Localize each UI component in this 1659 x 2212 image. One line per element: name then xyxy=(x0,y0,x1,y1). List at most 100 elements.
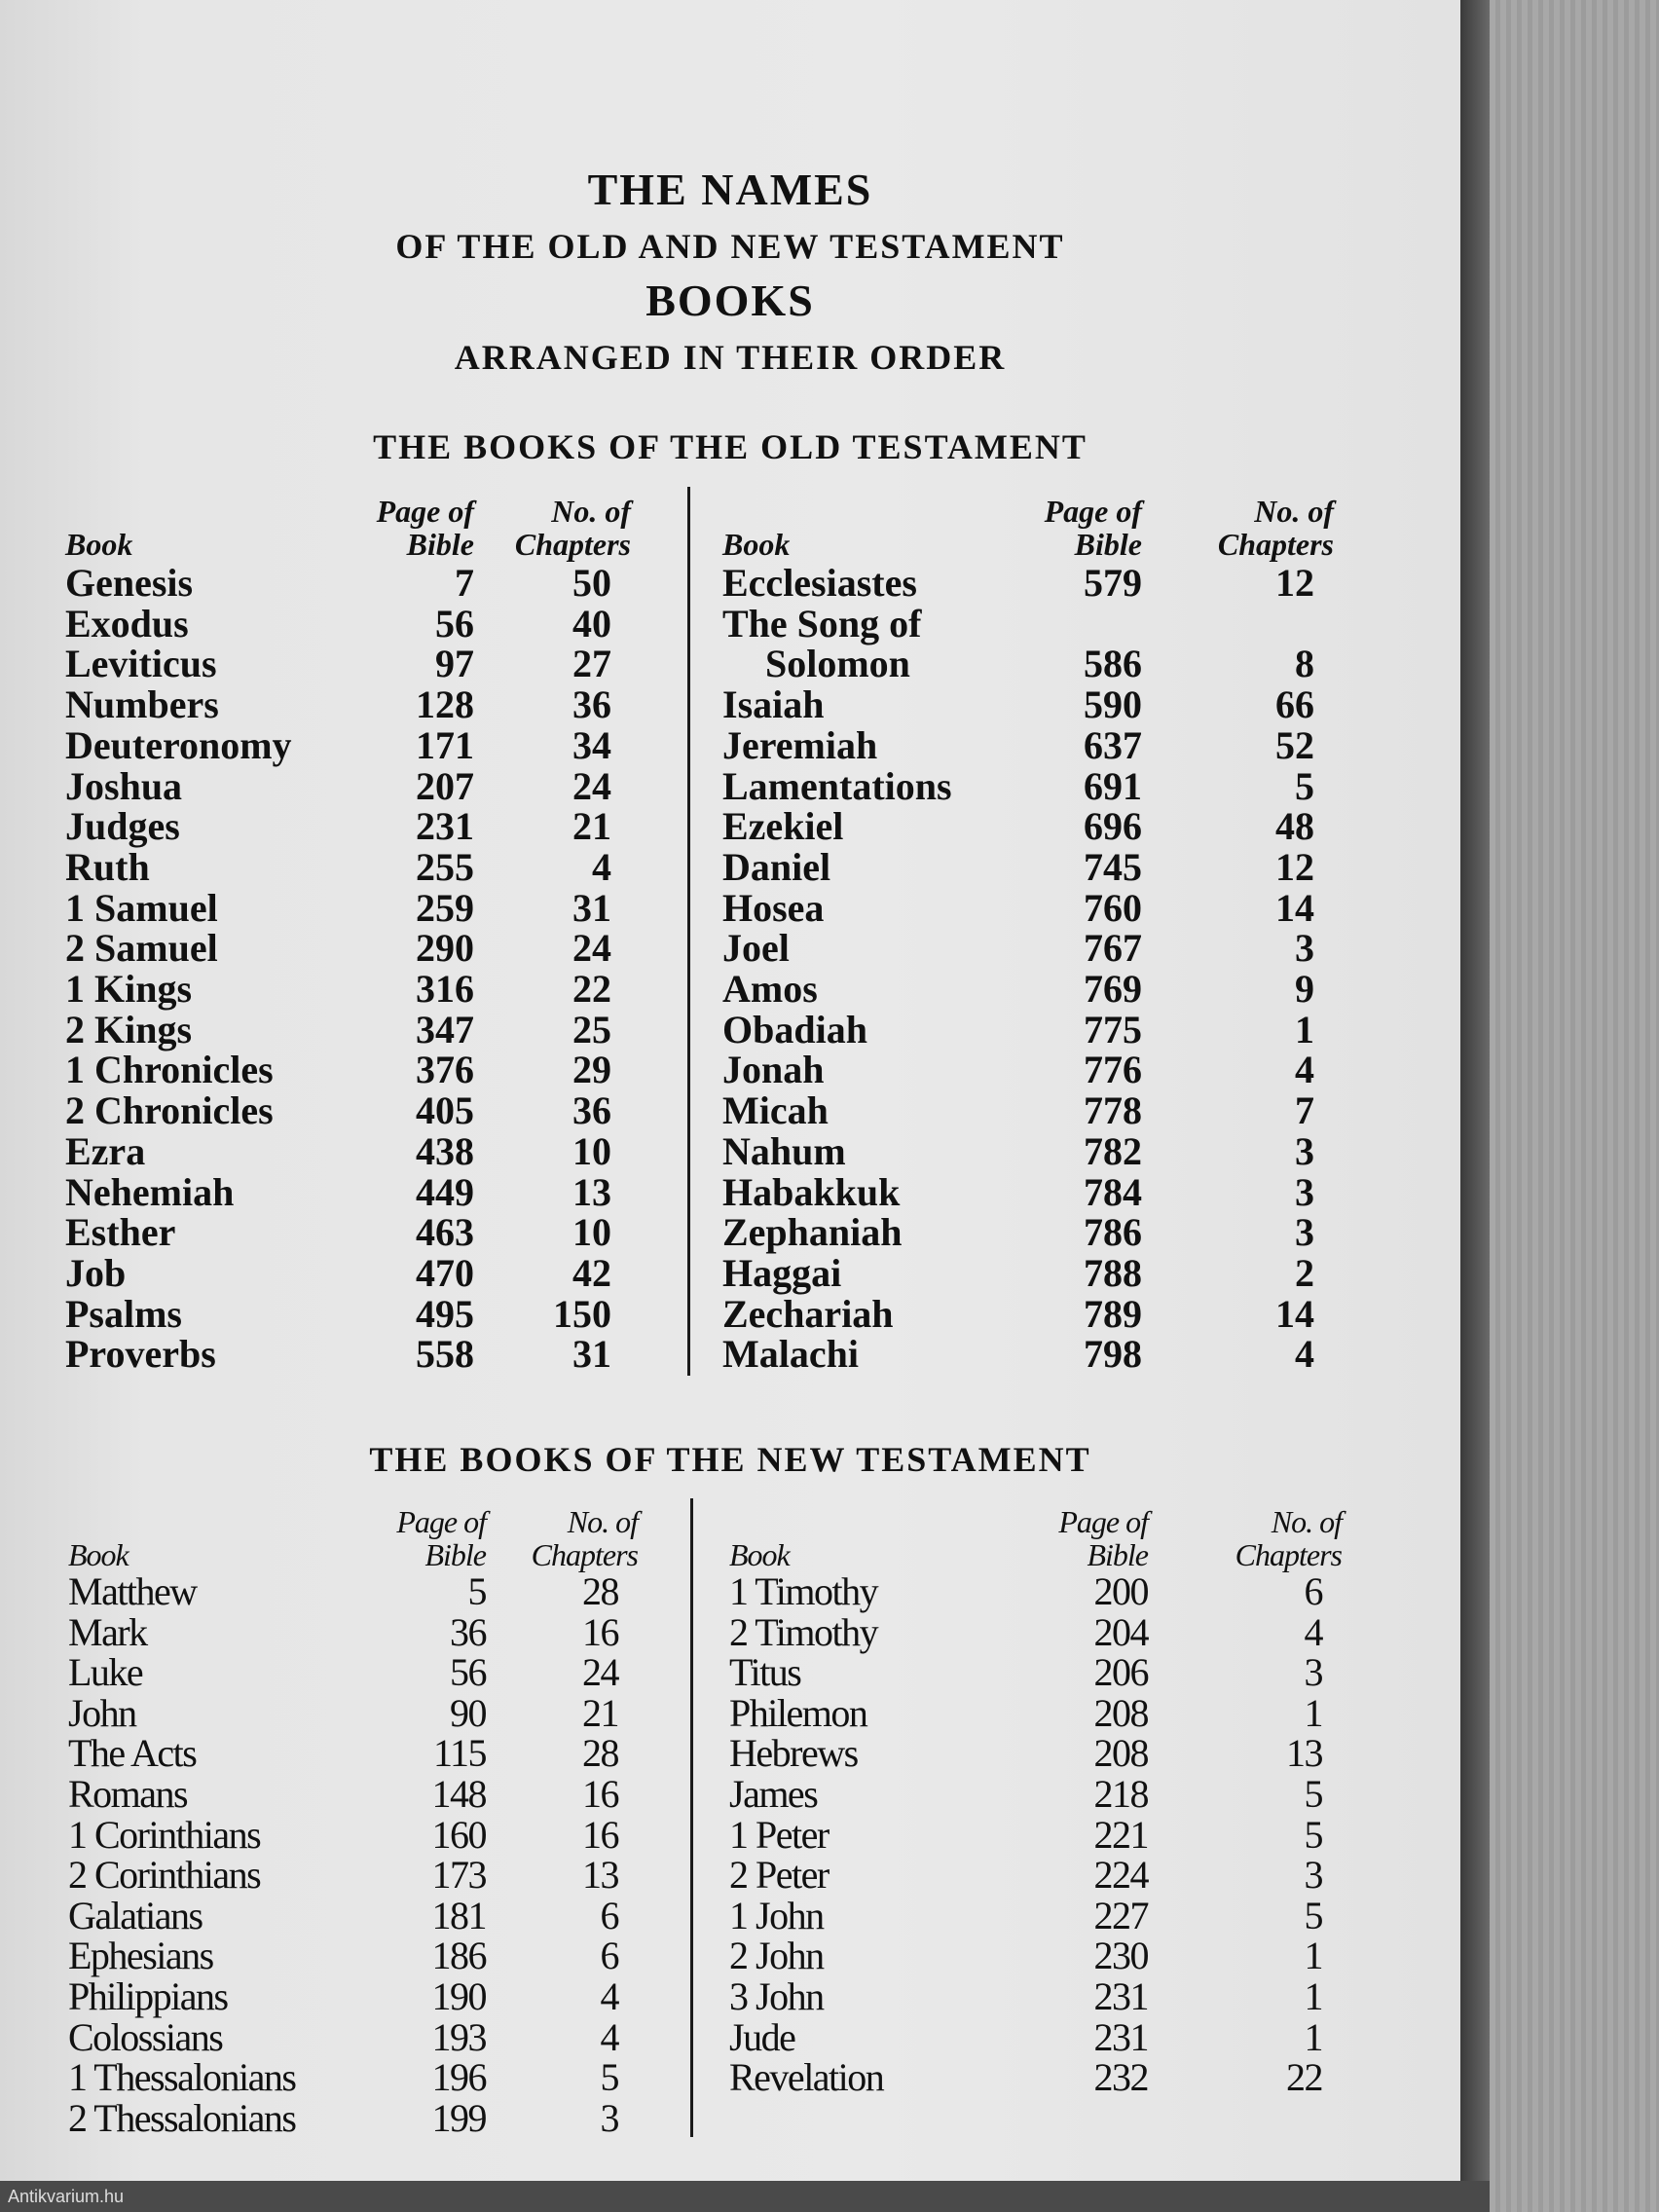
header-no-of-chapters: No. of xyxy=(1254,494,1334,529)
header-no-of-chapters: Chapters xyxy=(514,527,631,562)
header-no-of-chapters: Chapters xyxy=(1217,527,1334,562)
table-row: Philemon 208 1 xyxy=(0,1692,1460,1734)
column-divider xyxy=(690,1498,693,2137)
old-testament-heading: THE BOOKS OF THE OLD TESTAMENT xyxy=(373,427,1088,466)
table-row: 2 Corinthians 173 13 xyxy=(0,1855,1460,1896)
header-page-of-bible: Page of xyxy=(1058,1504,1149,1539)
header-page-of-bible: Bible xyxy=(1087,1537,1149,1572)
page-number: 376 xyxy=(416,1048,474,1092)
book-page xyxy=(0,0,1460,2181)
book-name: Jeremiah xyxy=(722,722,878,767)
page-number: 495 xyxy=(416,1291,474,1336)
book-name: Philippians xyxy=(68,1974,229,2018)
chapter-count: 27 xyxy=(572,642,611,686)
table-row: Revelation 232 22 xyxy=(0,2057,1460,2098)
page-number: 788 xyxy=(1084,1250,1142,1295)
page-number: 218 xyxy=(1093,1772,1150,1816)
table-row: 1 Thessalonians 196 5 xyxy=(0,2057,1460,2098)
chapter-count: 34 xyxy=(572,722,611,767)
book-name: The Acts xyxy=(68,1731,198,1776)
page-number: 224 xyxy=(1093,1853,1150,1898)
column-divider xyxy=(687,487,690,1376)
book-name: Genesis xyxy=(65,561,194,605)
chapter-count: 48 xyxy=(1275,804,1314,849)
header-no-of-chapters: No. of xyxy=(567,1504,639,1539)
book-name: Romans xyxy=(68,1772,189,1816)
chapter-count: 3 xyxy=(1304,1853,1324,1898)
book-name: Zephaniah xyxy=(722,1210,903,1255)
page-number: 586 xyxy=(1084,642,1142,686)
page-number: 776 xyxy=(1084,1048,1142,1092)
chapter-count: 16 xyxy=(582,1772,620,1816)
table-row: Malachi 798 4 xyxy=(0,1334,1460,1375)
page-number: 128 xyxy=(416,682,474,727)
table-row: 2 Chronicles 405 36 xyxy=(0,1090,1460,1131)
chapter-count: 10 xyxy=(572,1128,611,1173)
book-name: The Song of xyxy=(722,601,922,645)
book-name: Hosea xyxy=(722,885,825,930)
page-number: 798 xyxy=(1084,1332,1142,1377)
book-name: Exodus xyxy=(65,601,189,645)
chapter-count: 12 xyxy=(1275,561,1314,605)
page-number: 148 xyxy=(431,1772,488,1816)
table-row: Joshua 207 24 xyxy=(0,763,1460,808)
book-name: 1 Thessalonians xyxy=(68,2055,297,2100)
book-name: Judges xyxy=(65,804,180,849)
page-number: 231 xyxy=(416,804,474,849)
table-row: Joel 767 3 xyxy=(0,928,1460,969)
book-name: 1 Chronicles xyxy=(65,1048,274,1092)
book-name: 1 Kings xyxy=(65,967,193,1011)
chapter-count: 10 xyxy=(572,1210,611,1255)
book-name: Nahum xyxy=(722,1128,846,1173)
chapter-count: 3 xyxy=(600,2095,620,2140)
book-name: 1 Timothy xyxy=(729,1569,879,1613)
page-number: 181 xyxy=(431,1893,488,1937)
chapter-count: 7 xyxy=(1295,1088,1314,1133)
chapter-count: 14 xyxy=(1275,885,1314,930)
book-name: James xyxy=(729,1772,819,1816)
page-number: 5 xyxy=(467,1569,488,1613)
page-title: THE NAMES xyxy=(587,165,873,214)
chapter-count: 9 xyxy=(1295,967,1314,1011)
table-row: Titus 206 3 xyxy=(0,1652,1460,1693)
header-page-of-bible: Page of xyxy=(396,1504,487,1539)
chapter-count: 22 xyxy=(572,967,611,1011)
page-number: 186 xyxy=(431,1934,488,1978)
book-name: Joel xyxy=(722,926,790,971)
chapter-count: 3 xyxy=(1295,1128,1314,1173)
book-name: 2 Samuel xyxy=(65,926,218,971)
chapter-count: 31 xyxy=(572,1332,611,1377)
book-name: 2 Timothy xyxy=(729,1609,879,1654)
chapter-count: 66 xyxy=(1275,682,1314,727)
book-name: Obadiah xyxy=(722,1007,867,1051)
book-name: 2 John xyxy=(729,1934,825,1978)
table-row: Esther 463 10 xyxy=(0,1212,1460,1253)
chapter-count: 16 xyxy=(582,1609,620,1654)
book-name: Nehemiah xyxy=(65,1169,235,1214)
table-row: Hosea 760 14 xyxy=(0,885,1460,930)
book-name: John xyxy=(68,1690,137,1735)
table-row: Haggai 788 2 xyxy=(0,1250,1460,1295)
page-number: 56 xyxy=(435,601,474,645)
chapter-count: 24 xyxy=(572,763,611,808)
page-number: 36 xyxy=(450,1609,488,1654)
title-books: BOOKS xyxy=(645,276,815,325)
chapter-count: 42 xyxy=(572,1250,611,1295)
chapter-count: 4 xyxy=(1295,1332,1314,1377)
new-testament-heading: THE BOOKS OF THE NEW TESTAMENT xyxy=(369,1440,1091,1479)
table-row: The Song of xyxy=(0,601,1460,645)
table-row: James 218 5 xyxy=(0,1774,1460,1815)
table-row: 2 Peter 224 3 xyxy=(0,1855,1460,1896)
header-page-of-bible: Bible xyxy=(406,527,474,562)
table-row: Daniel 745 12 xyxy=(0,846,1460,888)
chapter-count: 13 xyxy=(1286,1731,1324,1776)
table-row: Galatians 181 6 xyxy=(0,1893,1460,1937)
page-number: 227 xyxy=(1093,1893,1150,1937)
chapter-count: 13 xyxy=(572,1169,611,1214)
table-row: 2 Thessalonians 199 3 xyxy=(0,2095,1460,2140)
header-page-of-bible: Bible xyxy=(424,1537,487,1572)
book-name: Micah xyxy=(722,1088,829,1133)
book-name: Ecclesiastes xyxy=(722,561,917,605)
table-row: Micah 778 7 xyxy=(0,1090,1460,1131)
page-number: 231 xyxy=(1093,1974,1150,2018)
